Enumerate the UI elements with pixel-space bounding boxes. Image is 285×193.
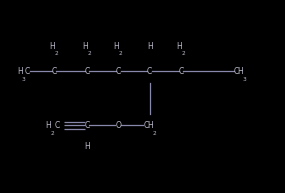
Text: C: C xyxy=(144,121,149,130)
Text: H: H xyxy=(17,67,23,76)
Text: C: C xyxy=(147,67,152,76)
Text: 2: 2 xyxy=(50,131,54,136)
Text: C: C xyxy=(84,67,89,76)
Text: H: H xyxy=(84,142,90,151)
Text: H: H xyxy=(147,121,153,130)
Text: H: H xyxy=(82,42,88,51)
Text: 2: 2 xyxy=(152,131,156,136)
Text: C: C xyxy=(24,67,29,76)
Text: 3: 3 xyxy=(243,77,247,82)
Text: H: H xyxy=(147,42,152,51)
Text: H: H xyxy=(50,42,55,51)
Text: H: H xyxy=(237,67,243,76)
Text: 2: 2 xyxy=(87,51,91,56)
Text: C: C xyxy=(84,121,89,130)
Text: H: H xyxy=(46,121,51,130)
Text: H: H xyxy=(176,42,182,51)
Text: 2: 2 xyxy=(119,51,123,56)
Text: C: C xyxy=(233,67,239,76)
Text: O: O xyxy=(115,121,121,130)
Text: C: C xyxy=(52,67,57,76)
Text: 2: 2 xyxy=(54,51,58,56)
Text: C: C xyxy=(116,67,121,76)
Text: C: C xyxy=(55,121,60,130)
Text: 2: 2 xyxy=(181,51,185,56)
Text: C: C xyxy=(178,67,184,76)
Text: 3: 3 xyxy=(22,77,26,82)
Text: H: H xyxy=(114,42,119,51)
